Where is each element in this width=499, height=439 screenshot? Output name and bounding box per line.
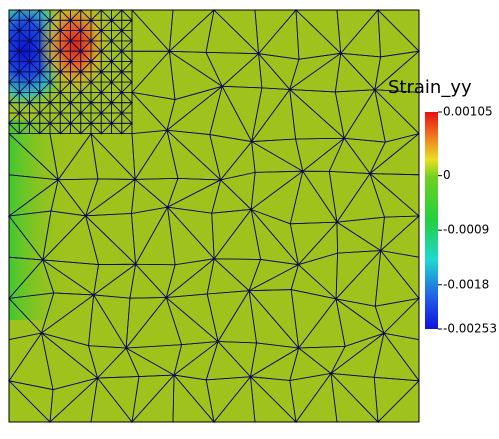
mesh-element — [49, 122, 62, 134]
domain-border — [8, 9, 420, 423]
colorbar-title: Strain_yy — [388, 77, 472, 98]
colorbar-tick-label: 0.00105 — [443, 105, 493, 119]
colorbar-tick-label: -0.0009 — [443, 223, 489, 237]
field-green — [9, 120, 69, 320]
field-high — [37, 10, 113, 100]
colorbar — [425, 112, 438, 329]
colorbar-tick-label: 0 — [443, 168, 451, 182]
mesh-element — [90, 122, 103, 134]
mesh-element — [111, 122, 123, 134]
colorbar-ticks: 0.00105 0 -0.0009 -0.0018 -0.00253 — [438, 105, 497, 336]
mesh-element — [29, 122, 41, 134]
colorbar-tick-label: -0.0018 — [443, 277, 489, 291]
field — [9, 10, 419, 422]
colorbar-tick-label: -0.00253 — [443, 322, 497, 336]
mesh-element — [70, 122, 82, 134]
mesh-element — [120, 122, 133, 134]
